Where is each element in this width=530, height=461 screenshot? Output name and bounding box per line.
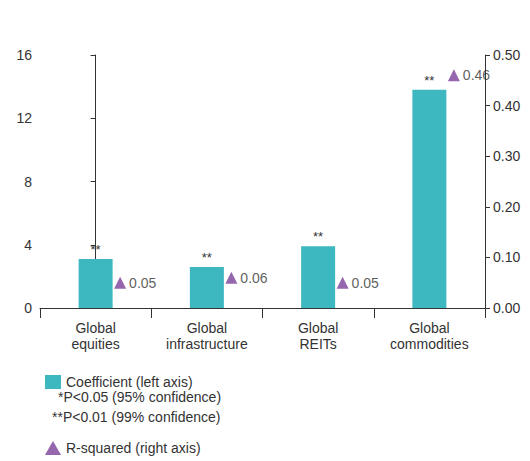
svg-text:**: ** (202, 250, 212, 265)
svg-text:REITs: REITs (299, 336, 336, 352)
svg-text:equities: equities (71, 336, 119, 352)
svg-text:Global: Global (409, 320, 449, 336)
svg-text:0.40: 0.40 (493, 98, 520, 114)
svg-text:0.50: 0.50 (493, 47, 520, 63)
svg-text:infrastructure: infrastructure (166, 336, 248, 352)
svg-text:4: 4 (24, 237, 32, 253)
svg-text:*P<0.05 (95% confidence): *P<0.05 (95% confidence) (58, 389, 221, 405)
svg-text:0.10: 0.10 (493, 249, 520, 265)
svg-text:0.46: 0.46 (463, 67, 490, 83)
svg-text:0.05: 0.05 (352, 275, 379, 291)
svg-text:0.05: 0.05 (129, 275, 156, 291)
svg-text:R-squared (right axis): R-squared (right axis) (66, 440, 201, 456)
svg-text:16: 16 (16, 47, 32, 63)
svg-text:Global: Global (298, 320, 338, 336)
svg-text:commodities: commodities (390, 336, 469, 352)
svg-text:0: 0 (24, 300, 32, 316)
svg-text:Coefficient (left axis): Coefficient (left axis) (66, 374, 193, 390)
svg-text:0.06: 0.06 (240, 270, 267, 286)
svg-text:12: 12 (16, 110, 32, 126)
svg-text:Global: Global (75, 320, 115, 336)
svg-text:Global: Global (187, 320, 227, 336)
svg-text:0.20: 0.20 (493, 199, 520, 215)
svg-text:0.30: 0.30 (493, 148, 520, 164)
svg-text:0.00: 0.00 (493, 300, 520, 316)
svg-text:**P<0.01 (99% confidence): **P<0.01 (99% confidence) (52, 409, 221, 425)
svg-text:**: ** (313, 229, 323, 244)
svg-text:**: ** (424, 73, 434, 88)
svg-text:**: ** (91, 242, 101, 257)
svg-text:8: 8 (24, 174, 32, 190)
